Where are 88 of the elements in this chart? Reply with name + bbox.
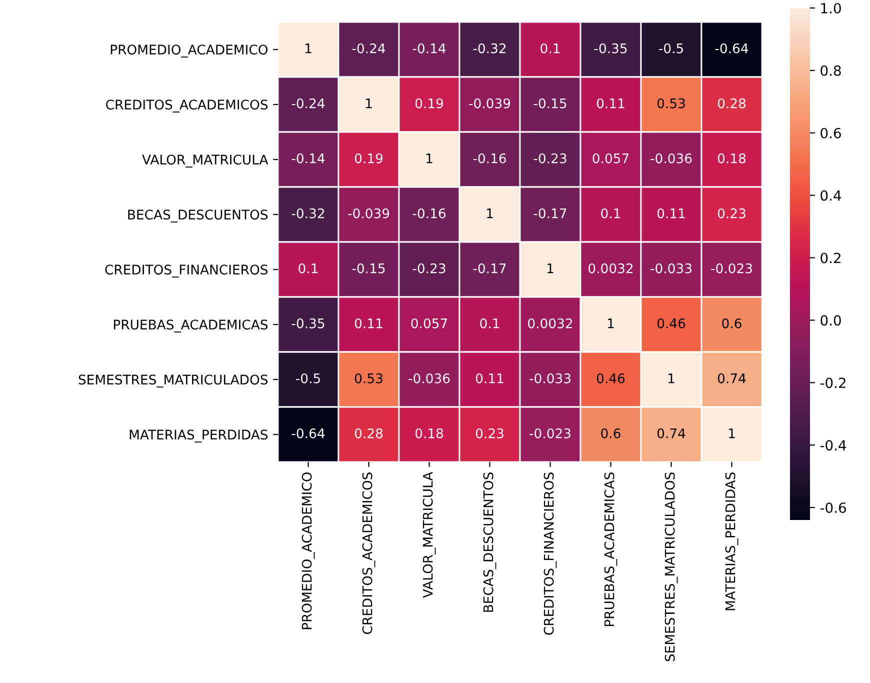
- data-label: 0.19: [415, 98, 444, 108]
- x-tick-label: PRUEBAS_ACADEMICAS: [604, 472, 618, 626]
- x-tick-label: CREDITOS_ACADEMICOS: [362, 472, 376, 634]
- data-label: -0.16: [473, 153, 506, 164]
- y-tick-label: PROMEDIO_ACADEMICO: [110, 44, 268, 58]
- data-label: 0.74: [657, 428, 686, 438]
- data-label: 0.6: [722, 318, 742, 328]
- color-bar-label: 0.0: [820, 315, 841, 326]
- data-label: 1: [306, 44, 312, 54]
- data-label: -0.036: [650, 153, 692, 164]
- data-label: 0.28: [718, 98, 746, 108]
- data-label: -0.14: [292, 153, 325, 164]
- color-bar-label: 0.4: [820, 190, 842, 201]
- data-label: 1: [608, 318, 614, 328]
- color-bar-label: 0.8: [820, 65, 841, 76]
- data-label: 0.19: [354, 153, 383, 164]
- data-label: -0.17: [473, 263, 506, 274]
- data-label: 0.6: [601, 428, 620, 438]
- data-label: 1: [729, 428, 735, 438]
- data-label: -0.033: [530, 373, 570, 384]
- data-label: -0.17: [534, 208, 566, 218]
- data-label: -0.64: [715, 43, 748, 54]
- data-label: 0.53: [657, 98, 685, 108]
- data-label: 0.1: [601, 208, 620, 218]
- data-label: -0.64: [292, 428, 325, 438]
- data-label: 0.23: [718, 208, 746, 218]
- data-label: 0.1: [480, 318, 500, 328]
- data-label: 0.18: [415, 428, 444, 438]
- color-bar-label: 0.2: [820, 252, 840, 264]
- y-tick-label: PRUEBAS_ACADEMICAS: [114, 320, 268, 333]
- data-label: -0.036: [408, 373, 450, 384]
- color-bar-label: -0.2: [820, 378, 846, 388]
- data-label: 0.11: [476, 373, 504, 384]
- data-label: 0.46: [657, 318, 686, 328]
- data-label: 0.0032: [588, 263, 633, 274]
- data-label: -0.15: [352, 263, 385, 274]
- data-label: -0.023: [530, 428, 570, 438]
- data-label: -0.16: [412, 208, 446, 218]
- x-tick-label: SEMESTRES_MATRICULADOS: [664, 472, 678, 662]
- x-tick-label: BECAS_DESCUENTOS: [483, 472, 496, 612]
- data-label: 0.53: [354, 373, 382, 384]
- y-tick-label: CREDITOS_FINANCIEROS: [105, 264, 268, 278]
- data-label: -0.32: [473, 43, 506, 54]
- y-tick-label: CREDITOS_ACADEMICOS: [106, 100, 268, 113]
- x-tick-label: VALOR_MATRICULA: [422, 472, 436, 598]
- data-label: 0.1: [298, 263, 318, 274]
- data-label: -0.039: [348, 208, 390, 218]
- x-tick-label: CREDITOS_FINANCIEROS: [544, 472, 557, 635]
- data-label: 0.46: [596, 373, 625, 384]
- data-label: 0.23: [476, 428, 504, 438]
- data-label: 1: [487, 208, 493, 218]
- data-label: 0.28: [354, 428, 383, 438]
- data-label: -0.033: [650, 263, 692, 274]
- data-label: -0.5: [296, 373, 320, 384]
- data-label: 0.057: [592, 153, 629, 164]
- data-label: 0.11: [354, 318, 382, 328]
- data-label: 0.74: [718, 373, 746, 384]
- y-tick-label: VALOR_MATRICULA: [142, 154, 268, 168]
- data-label: -0.023: [711, 263, 752, 274]
- color-bar-label: -0.6: [820, 502, 846, 513]
- data-label: 0.11: [657, 208, 685, 218]
- color-bar-label: 1.0: [821, 2, 841, 14]
- data-label: -0.23: [412, 263, 446, 274]
- data-label: -0.14: [412, 43, 446, 54]
- data-label: 1: [548, 264, 554, 274]
- data-label: 0.18: [718, 153, 746, 164]
- data-label: -0.32: [292, 208, 324, 218]
- y-tick-label: MATERIAS_PERDIDAS: [130, 430, 268, 443]
- data-label: -0.15: [534, 98, 566, 108]
- data-label: 0.0032: [528, 318, 572, 328]
- data-label: 1: [668, 374, 674, 384]
- y-tick-label: BECAS_DESCUENTOS: [128, 210, 268, 223]
- data-label: -0.23: [534, 153, 566, 164]
- y-tick-label: SEMESTRES_MATRICULADOS: [78, 374, 268, 388]
- data-label: 1: [426, 154, 432, 164]
- data-label: -0.35: [292, 318, 324, 328]
- x-tick-label: MATERIAS_PERDIDAS: [725, 472, 738, 610]
- data-label: -0.35: [594, 43, 627, 54]
- data-label: -0.039: [469, 98, 510, 108]
- color-bar-label: 0.6: [820, 128, 841, 138]
- data-label: 0.057: [411, 318, 448, 328]
- color-bar-label: -0.4: [820, 440, 846, 451]
- data-label: 1: [366, 98, 372, 108]
- data-label: -0.5: [659, 43, 683, 54]
- data-label: 0.11: [596, 98, 624, 108]
- data-label: -0.24: [292, 98, 325, 108]
- data-label: -0.24: [352, 43, 386, 54]
- data-label: 0.1: [540, 43, 560, 54]
